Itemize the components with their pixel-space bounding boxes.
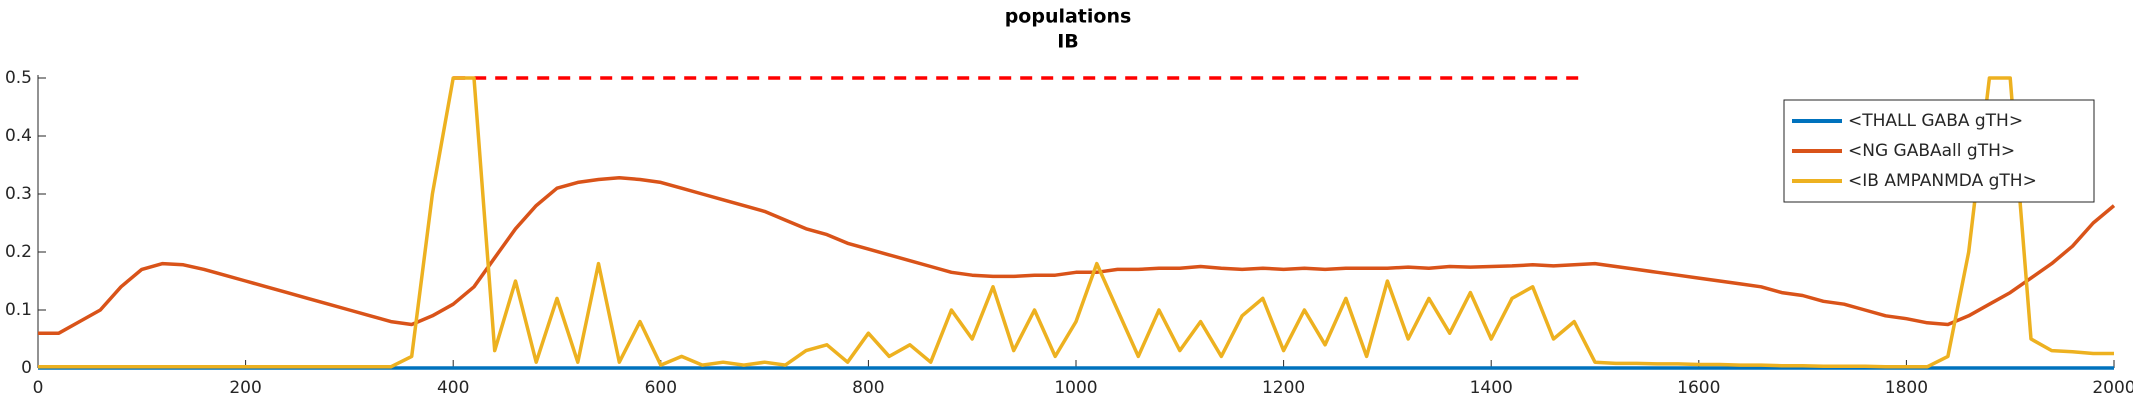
y-tick-label: 0.5 [5, 68, 32, 88]
x-tick-label: 1600 [1677, 378, 1720, 398]
x-tick-label: 800 [852, 378, 884, 398]
chart-title: populations [1005, 6, 1132, 28]
x-tick-label: 0 [33, 378, 44, 398]
y-tick-label: 0.3 [5, 184, 32, 204]
y-tick-label: 0.4 [5, 126, 32, 146]
y-tick-label: 0.1 [5, 300, 32, 320]
x-tick-label: 1200 [1262, 378, 1305, 398]
legend-label: <THALL GABA gTH> [1848, 111, 2023, 131]
y-tick-label: 0.2 [5, 242, 32, 262]
x-tick-label: 1400 [1470, 378, 1513, 398]
legend-label: <IB AMPANMDA gTH> [1848, 171, 2037, 191]
x-tick-label: 2000 [2092, 378, 2133, 398]
x-tick-label: 1800 [1885, 378, 1928, 398]
x-tick-label: 200 [229, 378, 261, 398]
x-tick-label: 600 [645, 378, 677, 398]
chart-subtitle: IB [1057, 31, 1079, 53]
x-tick-label: 400 [437, 378, 469, 398]
legend-label: <NG GABAall gTH> [1848, 141, 2015, 161]
x-tick-label: 1000 [1054, 378, 1097, 398]
series-line [38, 176, 2116, 335]
y-tick-label: 0 [21, 358, 32, 378]
series-line [38, 76, 2114, 369]
